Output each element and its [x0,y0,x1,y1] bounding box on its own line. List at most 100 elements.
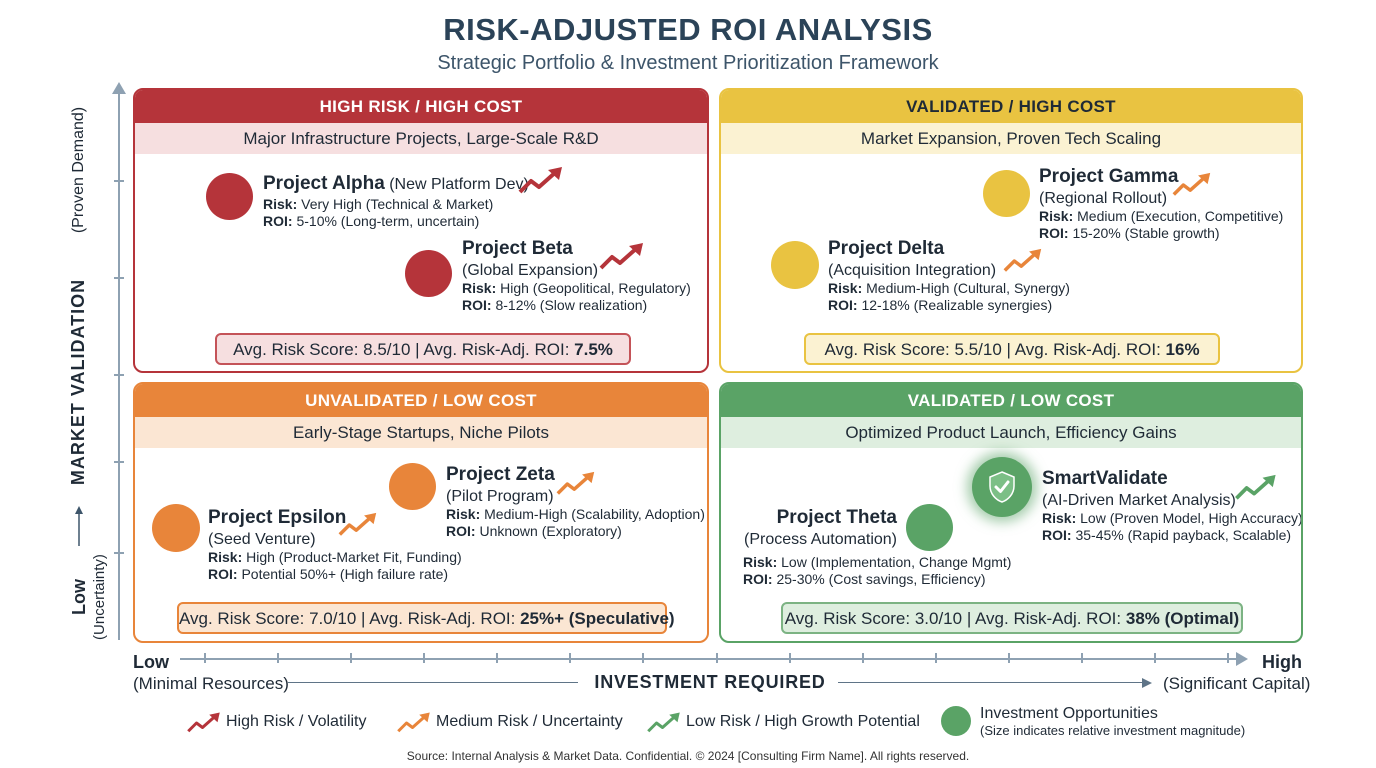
y-axis-line [118,90,120,640]
project-delta-bubble [771,241,819,289]
quadrant-avg-summary: Avg. Risk Score: 3.0/10 | Avg. Risk-Adj.… [781,602,1243,634]
project-risk: Medium (Execution, Competitive) [1077,207,1284,224]
medium-risk-trend-icon [556,471,595,495]
y-axis-title-arrow-icon [69,504,89,548]
y-axis-tick [114,552,124,554]
avg-roi-value: 25%+ (Speculative) [520,609,675,628]
risk-label: Risk: [828,279,863,296]
y-axis-arrow-icon [112,82,126,94]
project-epsilon: Project Epsilon (Seed Venture) Risk: Hig… [208,507,462,583]
high-risk-trend-icon [518,167,562,194]
project-detail: (AI-Driven Market Analysis) [1042,491,1236,509]
high-risk-trend-icon [599,243,643,270]
shield-check-icon [989,471,1015,503]
project-detail: (Global Expansion) [462,261,599,279]
x-axis-tick [1008,653,1010,663]
y-axis-low-label: Low [69,579,89,615]
legend-bubble-icon [941,706,971,736]
project-detail: (Seed Venture) [208,530,316,548]
medium-risk-trend-icon [397,712,430,733]
y-axis-high-sub: (Proven Demand) [70,106,87,234]
risk-label: Risk: [208,548,243,565]
project-alpha-bubble [206,173,253,220]
y-axis-tick [114,461,124,463]
roi-label: ROI: [1039,224,1069,241]
project-name: Project Zeta [446,464,555,485]
x-axis-title-arrow-icon [1142,678,1152,688]
legend-opportunities-sub: (Size indicates relative investment magn… [980,723,1246,738]
quadrant-subtitle: Market Expansion, Proven Tech Scaling [721,123,1301,154]
project-name: Project Gamma [1039,166,1179,187]
project-roi: Unknown (Exploratory) [479,522,622,539]
risk-label: Risk: [1042,509,1077,526]
project-beta-bubble [405,250,452,297]
project-detail: (Acquisition Integration) [828,261,997,279]
quadrant-title: HIGH RISK / HIGH COST [135,90,707,123]
risk-label: Risk: [1039,207,1074,224]
project-risk: Very High (Technical & Market) [301,195,494,212]
legend-medium-risk-label: Medium Risk / Uncertainty [436,713,623,730]
x-axis-tick [1227,653,1229,663]
quadrant-subtitle: Major Infrastructure Projects, Large-Sca… [135,123,707,154]
avg-roi-value: 7.5% [574,340,613,359]
legend-high-risk-label: High Risk / Volatility [226,713,367,730]
high-risk-trend-icon [187,712,220,733]
x-axis-low-sub: (Minimal Resources) [133,674,289,693]
x-axis-high-label: High [1262,652,1302,672]
project-name: Project Theta [776,507,897,528]
risk-label: Risk: [462,279,497,296]
page-subtitle: Strategic Portfolio & Investment Priorit… [437,52,939,74]
project-risk: High (Product-Market Fit, Funding) [246,548,462,565]
project-roi: 15-20% (Stable growth) [1072,224,1220,241]
x-axis-tick [1081,653,1083,663]
project-detail: (Pilot Program) [446,487,554,505]
avg-summary-text: Avg. Risk Score: 7.0/10 | Avg. Risk-Adj.… [179,609,521,628]
project-risk: High (Geopolitical, Regulatory) [500,279,691,296]
y-axis-low-sub: (Uncertainty) [91,554,108,640]
project-name: Project Beta [462,238,573,259]
legend-low-risk-label: Low Risk / High Growth Potential [686,713,920,730]
avg-summary-text: Avg. Risk Score: 3.0/10 | Avg. Risk-Adj.… [784,609,1126,628]
y-axis-tick [114,277,124,279]
x-axis-tick [716,653,718,663]
risk-label: Risk: [263,195,298,212]
quadrant-title: VALIDATED / LOW COST [721,384,1301,417]
avg-roi-value: 38% (Optimal) [1125,609,1240,628]
quadrant-avg-summary: Avg. Risk Score: 5.5/10 | Avg. Risk-Adj.… [804,333,1220,365]
project-theta-details: Risk: Low (Implementation, Change Mgmt) … [743,554,1011,588]
project-name: Project Epsilon [208,507,347,528]
x-axis-tick [423,653,425,663]
avg-roi-value: 16% [1165,340,1200,359]
risk-label: Risk: [743,554,778,570]
project-name: SmartValidate [1042,468,1168,489]
project-smartvalidate-bubble [972,457,1032,517]
project-theta-bubble [906,504,953,551]
x-axis-title-line [288,682,578,683]
x-axis-tick [569,653,571,663]
project-risk: Medium-High (Cultural, Synergy) [866,279,1070,296]
project-theta: Project Theta (Process Automation) [743,507,897,549]
project-gamma: Project Gamma (Regional Rollout) Risk: M… [1039,166,1283,242]
project-risk: Medium-High (Scalability, Adoption) [484,505,705,522]
y-axis-tick [114,180,124,182]
project-beta: Project Beta (Global Expansion) Risk: Hi… [462,238,691,314]
x-axis-title: INVESTMENT REQUIRED [594,672,826,692]
quadrant-validated-high-cost: VALIDATED / HIGH COST Market Expansion, … [719,88,1303,373]
roi-label: ROI: [828,296,858,313]
project-roi: 25-30% (Cost savings, Efficiency) [776,570,986,587]
quadrant-subtitle: Optimized Product Launch, Efficiency Gai… [721,417,1301,448]
project-roi: Potential 50%+ (High failure rate) [241,565,449,582]
project-epsilon-bubble [152,504,200,552]
legend-opportunities-label: Investment Opportunities [980,705,1158,722]
roi-label: ROI: [446,522,476,539]
x-axis-tick [1154,653,1156,663]
x-axis-arrow-icon [1236,652,1248,666]
x-axis-high-sub: (Significant Capital) [1163,674,1311,693]
project-zeta: Project Zeta (Pilot Program) Risk: Mediu… [446,464,705,540]
x-axis-title-line [838,682,1144,683]
quadrant-title: UNVALIDATED / LOW COST [135,384,707,417]
roi-label: ROI: [208,565,238,582]
x-axis-tick [350,653,352,663]
project-name: Project Alpha [263,173,385,194]
low-risk-trend-icon [1235,474,1276,500]
